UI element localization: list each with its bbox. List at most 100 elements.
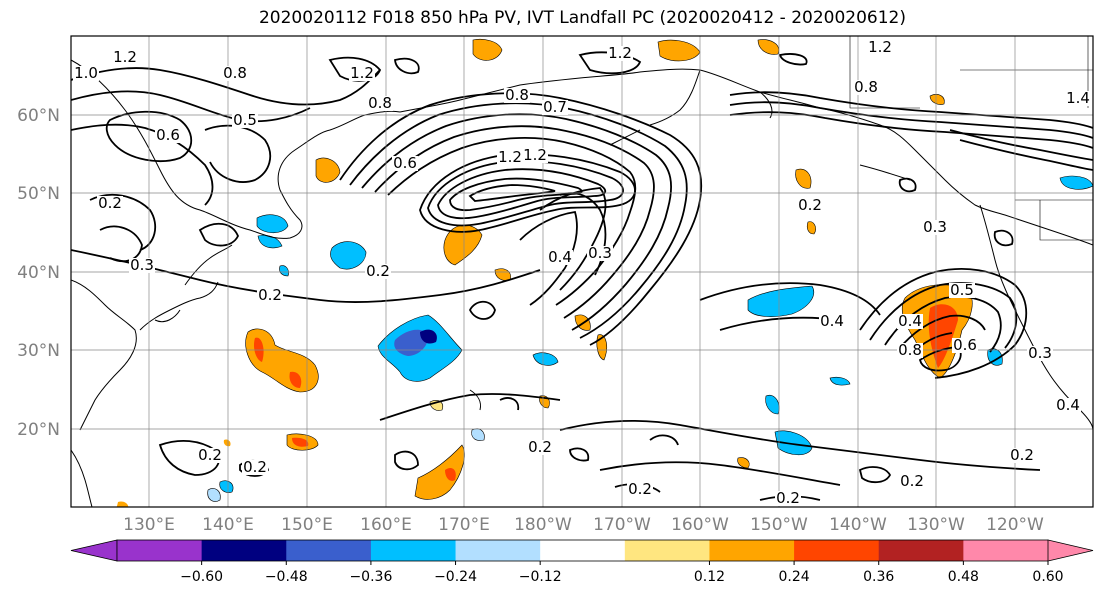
colorbar-tick-label: −0.36 <box>349 569 392 585</box>
colorbar-tick-label: −0.12 <box>519 569 562 585</box>
contour-label-bg <box>775 491 801 506</box>
contour-label: 1.2 <box>868 38 892 56</box>
contour-label-bg <box>952 338 978 353</box>
contour-labels: 1.0 1.2 0.8 0.5 0.6 0.2 0.3 0.2 1.2 0.8 1.2 0.7 0.4 0… <box>73 38 1091 507</box>
contour-label: 0.3 <box>588 244 612 262</box>
colorbar-swatch <box>540 540 626 561</box>
contour-label-bg <box>232 113 258 128</box>
contour-label: 0.2 <box>900 472 924 490</box>
colorbar-swatch <box>878 540 964 561</box>
lon-label: 150°E <box>281 515 333 535</box>
lon-label: 160°W <box>671 515 729 535</box>
colorbar-tick-label: −0.60 <box>180 569 223 585</box>
colorbar: −0.60 −0.48 −0.36 −0.24 −0.12 0.12 0.24 0.36 0.4… <box>70 539 1094 585</box>
contour-label: 0.2 <box>98 194 122 212</box>
contour-label-bg <box>497 150 523 165</box>
contour-label: 0.6 <box>393 154 417 172</box>
lat-label: 20°N <box>17 420 60 440</box>
contour-label-bg <box>899 474 925 489</box>
lon-label: 160°E <box>360 515 412 535</box>
contour-label: 0.4 <box>820 312 844 330</box>
contour-label-bg <box>222 66 248 81</box>
colorbar-extend-high <box>1047 539 1094 562</box>
contour-label: 0.3 <box>1028 344 1052 362</box>
contour-label: 0.8 <box>505 86 529 104</box>
contour-label-bg <box>627 482 653 497</box>
contour-label-bg <box>1027 346 1053 361</box>
contour-label: 0.5 <box>950 281 974 299</box>
contour-label: 1.2 <box>608 44 632 62</box>
colorbar-tick-label: 0.48 <box>948 569 979 585</box>
contour-label-bg <box>1055 398 1081 413</box>
contour-label: 1.0 <box>74 64 98 82</box>
contour-label: 0.2 <box>258 286 282 304</box>
contour-label-bg <box>73 66 99 81</box>
contour-label: 0.4 <box>548 248 572 266</box>
contour-label-bg <box>522 148 548 163</box>
lon-label: 120°W <box>986 515 1044 535</box>
contour-label-bg <box>1009 448 1035 463</box>
negative-anomaly-shading <box>207 175 1093 502</box>
map-title: 2020020112 F018 850 hPa PV, IVT Landfall… <box>258 8 906 28</box>
contour-label: 0.2 <box>528 438 552 456</box>
lat-label: 60°N <box>17 106 60 126</box>
contour-label: 0.8 <box>368 94 392 112</box>
contour-label: 0.4 <box>898 312 922 330</box>
colorbar-tick-label: 0.36 <box>863 569 894 585</box>
contour-label-bg <box>349 66 375 81</box>
contour-label: 0.3 <box>923 218 947 236</box>
colorbar-frame <box>116 539 1049 562</box>
colorbar-swatch <box>370 540 457 561</box>
colorbar-swatch <box>624 540 710 561</box>
contour-label: 1.2 <box>113 48 137 66</box>
lon-label: 180°W <box>514 515 572 535</box>
contour-label-bg <box>797 198 823 213</box>
contour-label: 0.2 <box>198 446 222 464</box>
colorbar-tick-label: 0.60 <box>1032 569 1063 585</box>
contour-label-bg <box>547 250 573 265</box>
colorbar-swatch <box>201 540 287 561</box>
contour-label-bg <box>504 88 530 103</box>
contour-label-bg <box>527 440 553 455</box>
longitude-labels: 130°E 140°E 150°E 160°E 170°E 180°W 170°… <box>123 515 1044 535</box>
contour-label: 0.2 <box>1010 446 1034 464</box>
colorbar-tick-label: −0.48 <box>265 569 308 585</box>
lon-label: 170°E <box>438 515 490 535</box>
contour-label: 0.2 <box>243 458 267 476</box>
colorbar-swatch <box>794 540 880 561</box>
contour-label: 0.2 <box>798 196 822 214</box>
contour-label: 0.6 <box>156 126 180 144</box>
contour-label-bg <box>897 314 923 329</box>
contour-label: 0.4 <box>1056 396 1080 414</box>
contour-label: 0.3 <box>130 256 154 274</box>
colorbar-swatch <box>286 540 372 561</box>
colorbar-swatch <box>963 540 1049 561</box>
colorbar-extend-low <box>70 539 118 562</box>
contour-label: 0.6 <box>953 336 977 354</box>
contour-label-bg <box>542 100 568 115</box>
contour-label: 0.8 <box>898 341 922 359</box>
lon-label: 140°W <box>829 515 887 535</box>
contour-label-bg <box>1065 91 1091 106</box>
contour-label-bg <box>949 283 975 298</box>
contour-label: 1.4 <box>1066 89 1090 107</box>
colorbar-swatch <box>709 540 795 561</box>
contour-label-bg <box>392 156 418 171</box>
contour-label-bg <box>922 220 948 235</box>
lat-label: 30°N <box>17 341 60 361</box>
lon-label: 130°E <box>123 515 175 535</box>
contour-label: 0.2 <box>776 489 800 507</box>
borders <box>849 36 1093 241</box>
contour-label: 1.2 <box>350 64 374 82</box>
contour-label-bg <box>607 46 633 61</box>
contour-label-bg <box>897 343 923 358</box>
coastlines <box>71 59 1093 507</box>
contour-label-bg <box>97 196 123 211</box>
contour-label-bg <box>853 80 879 95</box>
lat-label: 40°N <box>17 263 60 283</box>
contour-label-bg <box>257 288 283 303</box>
contour-label-bg <box>129 258 155 273</box>
contour-label: 0.2 <box>628 480 652 498</box>
lon-label: 170°W <box>593 515 651 535</box>
